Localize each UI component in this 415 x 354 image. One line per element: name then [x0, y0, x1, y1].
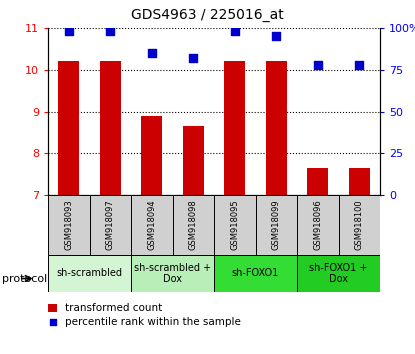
- Bar: [214, 255, 297, 292]
- Bar: [59, 61, 79, 195]
- Point: [190, 55, 197, 61]
- Point: [315, 62, 321, 68]
- Bar: [48, 195, 90, 255]
- Bar: [131, 195, 173, 255]
- Text: sh-FOXO1: sh-FOXO1: [232, 268, 279, 279]
- Bar: [183, 126, 204, 195]
- Bar: [297, 255, 380, 292]
- Text: GSM918099: GSM918099: [272, 200, 281, 250]
- Bar: [100, 61, 121, 195]
- Bar: [131, 255, 214, 292]
- Text: GDS4963 / 225016_at: GDS4963 / 225016_at: [131, 8, 284, 22]
- Text: transformed count: transformed count: [65, 303, 162, 313]
- Text: GSM918095: GSM918095: [230, 200, 239, 250]
- Bar: [48, 255, 131, 292]
- Bar: [90, 195, 131, 255]
- Text: GSM918098: GSM918098: [189, 200, 198, 250]
- Bar: [142, 116, 162, 195]
- Point: [49, 319, 56, 325]
- Bar: [297, 195, 339, 255]
- Text: GSM918094: GSM918094: [147, 200, 156, 250]
- Point: [232, 29, 238, 34]
- Point: [66, 29, 72, 34]
- Text: sh-scrambled: sh-scrambled: [56, 268, 122, 279]
- Bar: [256, 195, 297, 255]
- Bar: [214, 195, 256, 255]
- Text: percentile rank within the sample: percentile rank within the sample: [65, 317, 240, 327]
- Point: [149, 50, 155, 56]
- Text: sh-scrambled +
Dox: sh-scrambled + Dox: [134, 263, 211, 284]
- Text: sh-FOXO1 +
Dox: sh-FOXO1 + Dox: [309, 263, 368, 284]
- Text: GSM918093: GSM918093: [64, 200, 73, 250]
- Text: GSM918097: GSM918097: [106, 200, 115, 250]
- Bar: [173, 195, 214, 255]
- Text: GSM918100: GSM918100: [355, 200, 364, 250]
- Bar: [266, 61, 287, 195]
- Point: [356, 62, 363, 68]
- Bar: [349, 168, 370, 195]
- Bar: [48, 304, 57, 312]
- Bar: [308, 168, 328, 195]
- Bar: [225, 61, 245, 195]
- Text: GSM918096: GSM918096: [313, 200, 322, 250]
- Text: protocol: protocol: [2, 274, 47, 284]
- Point: [273, 34, 280, 39]
- Bar: [339, 195, 380, 255]
- Point: [107, 29, 114, 34]
